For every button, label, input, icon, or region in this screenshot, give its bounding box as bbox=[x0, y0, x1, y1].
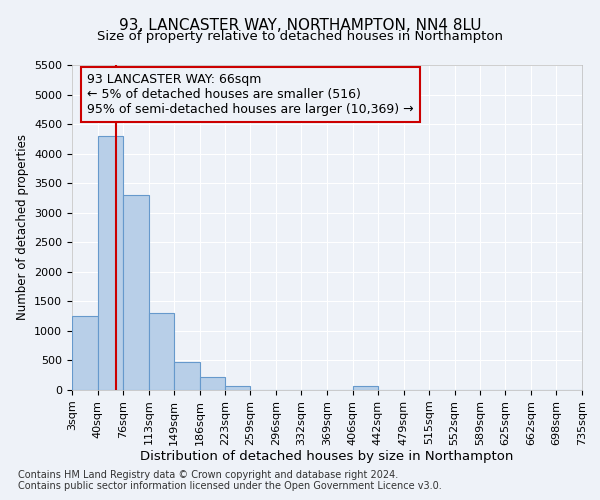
Bar bbox=[123, 195, 149, 390]
Y-axis label: Number of detached properties: Number of detached properties bbox=[16, 134, 29, 320]
Text: Size of property relative to detached houses in Northampton: Size of property relative to detached ho… bbox=[97, 30, 503, 43]
Text: Contains public sector information licensed under the Open Government Licence v3: Contains public sector information licen… bbox=[18, 481, 442, 491]
Bar bbox=[225, 386, 250, 390]
Bar bbox=[98, 136, 123, 390]
Bar bbox=[353, 386, 378, 390]
Bar bbox=[199, 376, 225, 390]
X-axis label: Distribution of detached houses by size in Northampton: Distribution of detached houses by size … bbox=[140, 450, 514, 464]
Text: 93 LANCASTER WAY: 66sqm
← 5% of detached houses are smaller (516)
95% of semi-de: 93 LANCASTER WAY: 66sqm ← 5% of detached… bbox=[88, 73, 414, 116]
Text: Contains HM Land Registry data © Crown copyright and database right 2024.: Contains HM Land Registry data © Crown c… bbox=[18, 470, 398, 480]
Text: 93, LANCASTER WAY, NORTHAMPTON, NN4 8LU: 93, LANCASTER WAY, NORTHAMPTON, NN4 8LU bbox=[119, 18, 481, 32]
Bar bbox=[72, 316, 98, 390]
Bar bbox=[149, 313, 174, 390]
Bar bbox=[174, 362, 199, 390]
